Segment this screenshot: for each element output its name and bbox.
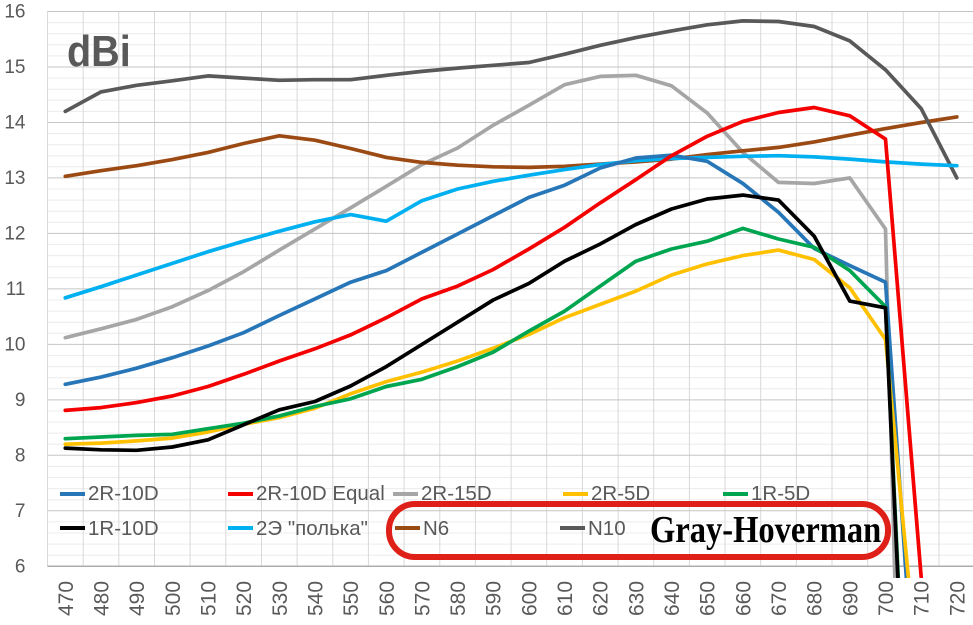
svg-text:560: 560 <box>376 581 399 616</box>
svg-text:540: 540 <box>304 581 327 616</box>
svg-text:590: 590 <box>483 581 506 616</box>
svg-text:N10: N10 <box>588 517 626 540</box>
svg-text:570: 570 <box>411 581 434 616</box>
svg-text:550: 550 <box>340 581 363 616</box>
svg-text:720: 720 <box>946 581 969 616</box>
svg-text:610: 610 <box>554 581 577 616</box>
svg-text:9: 9 <box>15 390 26 411</box>
svg-text:14: 14 <box>4 113 26 134</box>
svg-text:470: 470 <box>55 581 78 616</box>
svg-text:690: 690 <box>839 581 862 616</box>
svg-text:650: 650 <box>697 581 720 616</box>
svg-text:Gray-Hoverman: Gray-Hoverman <box>650 507 881 550</box>
svg-text:2R-10D: 2R-10D <box>88 482 159 505</box>
svg-text:530: 530 <box>269 581 292 616</box>
svg-text:15: 15 <box>4 57 25 78</box>
svg-text:11: 11 <box>6 279 26 300</box>
svg-text:580: 580 <box>447 581 470 616</box>
svg-text:13: 13 <box>4 168 25 189</box>
svg-text:N6: N6 <box>423 517 449 540</box>
svg-text:510: 510 <box>198 581 221 616</box>
svg-text:520: 520 <box>233 581 256 616</box>
svg-text:2R-5D: 2R-5D <box>591 482 650 505</box>
svg-text:12: 12 <box>4 223 25 244</box>
svg-text:2R-10D Equal: 2R-10D Equal <box>256 482 385 505</box>
svg-text:2Э "полька": 2Э "полька" <box>256 517 368 540</box>
svg-text:640: 640 <box>661 581 684 616</box>
svg-text:2R-15D: 2R-15D <box>421 482 492 505</box>
svg-text:680: 680 <box>804 581 827 616</box>
svg-text:1R-5D: 1R-5D <box>751 482 810 505</box>
svg-text:16: 16 <box>4 2 25 23</box>
svg-text:710: 710 <box>911 581 934 616</box>
svg-text:630: 630 <box>625 581 648 616</box>
svg-text:660: 660 <box>732 581 755 616</box>
svg-text:7: 7 <box>15 501 26 522</box>
svg-text:670: 670 <box>768 581 791 616</box>
svg-text:dBi: dBi <box>67 26 131 75</box>
svg-text:490: 490 <box>126 581 149 616</box>
svg-text:8: 8 <box>15 445 26 466</box>
svg-text:480: 480 <box>91 581 114 616</box>
svg-text:700: 700 <box>875 581 898 616</box>
svg-text:6: 6 <box>15 556 26 577</box>
svg-text:500: 500 <box>162 581 185 616</box>
svg-text:600: 600 <box>518 581 541 616</box>
svg-text:620: 620 <box>590 581 613 616</box>
svg-text:10: 10 <box>4 334 25 355</box>
svg-text:1R-10D: 1R-10D <box>88 517 159 540</box>
